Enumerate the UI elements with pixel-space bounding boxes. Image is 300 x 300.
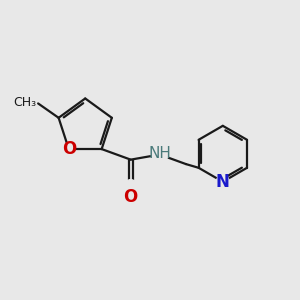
Text: NH: NH [148, 146, 171, 160]
Circle shape [216, 175, 229, 188]
Text: O: O [62, 140, 76, 158]
Circle shape [124, 180, 137, 193]
Text: O: O [124, 188, 138, 206]
Circle shape [152, 146, 168, 163]
Text: CH₃: CH₃ [14, 96, 37, 110]
Circle shape [63, 143, 75, 155]
Text: N: N [216, 173, 230, 191]
